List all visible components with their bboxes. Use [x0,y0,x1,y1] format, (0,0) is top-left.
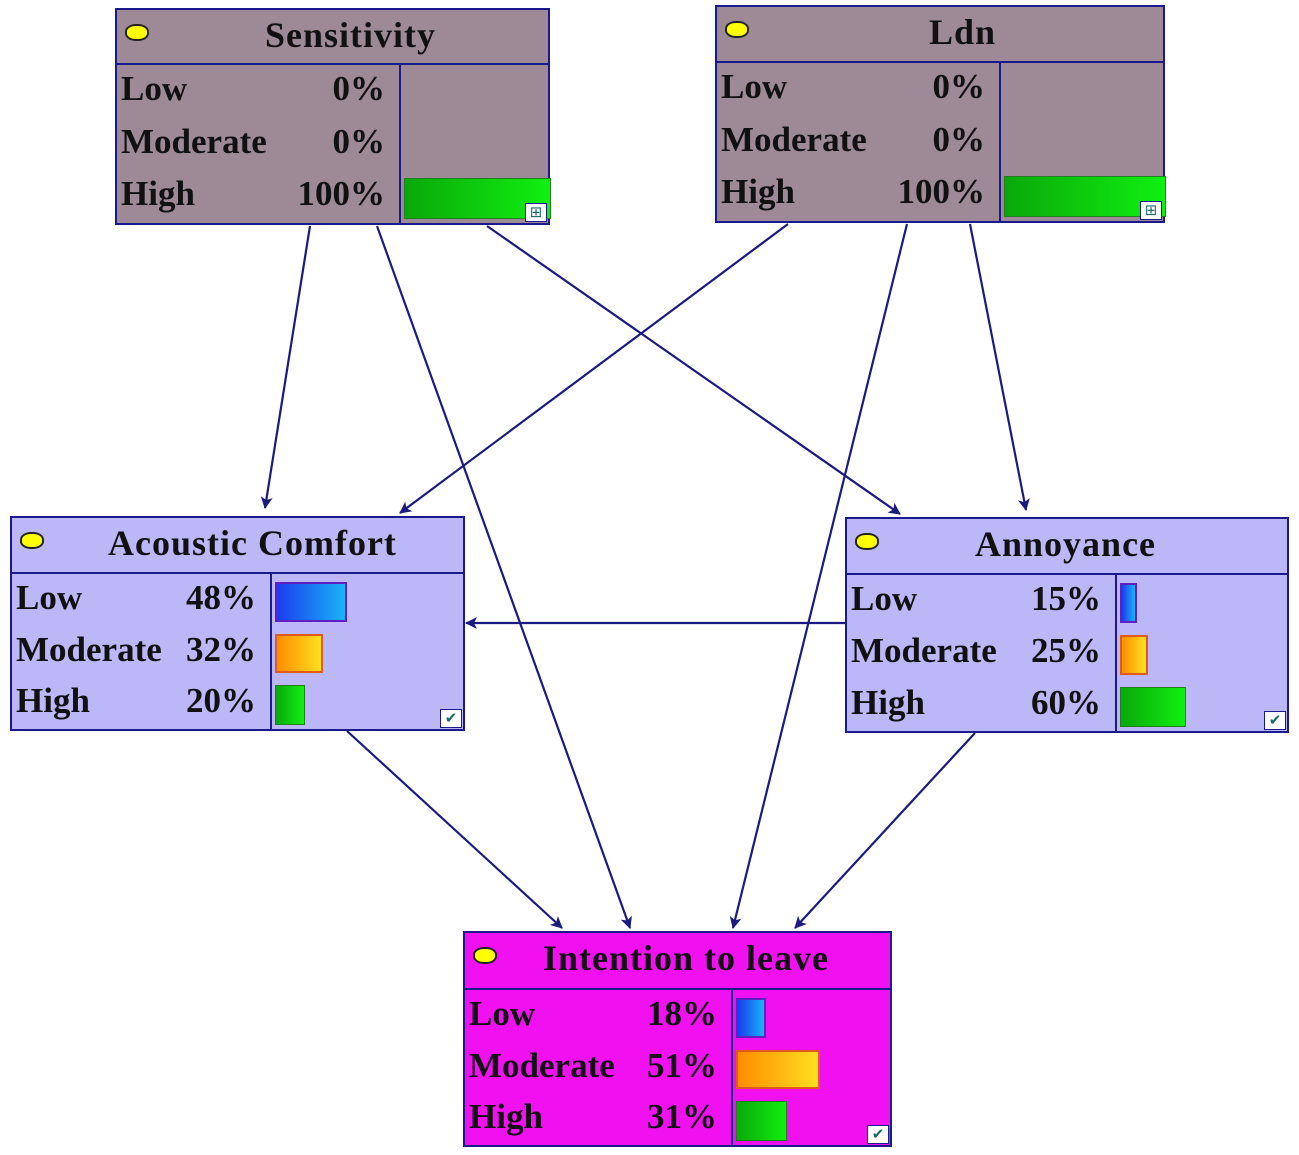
state-label-low: Low [851,579,918,618]
edge-ldn-to-acoustic-comfort [399,223,789,514]
checkmark-icon[interactable]: ✔ [440,709,462,728]
divider [1115,575,1117,731]
state-percent-moderate: 0% [332,121,386,161]
node-title: Sensitivity [265,15,437,55]
checkmark-icon[interactable]: ✔ [1264,711,1286,730]
node-ldn[interactable]: Ldn Low 0% Moderate 0% High 100% ⊞ [715,5,1166,223]
node-intention-to-leave[interactable]: Intention to leave Low 18% Moderate 51% Hi… [463,931,892,1147]
state-percent-moderate: 0% [932,119,986,159]
state-percent-low: 48% [186,578,256,617]
state-label-high: High [469,1097,543,1137]
edge-sensitivity-to-acoustic-comfort [260,225,312,509]
edge-annoyance-to-intention-to-leave [794,732,976,929]
state-percent-moderate: 25% [1031,631,1101,670]
bar-high [1004,176,1166,217]
edge-sensitivity-to-annoyance [486,225,901,515]
node-status-icon [125,24,149,41]
node-header[interactable]: Ldn [717,7,1163,63]
bar-low [275,582,347,622]
state-label-low: Low [121,69,188,108]
divider [399,65,401,223]
bar-low [736,998,766,1038]
state-percent-high: 31% [647,1097,717,1137]
node-status-icon [473,947,497,964]
node-header[interactable]: Acoustic Comfort [12,518,463,574]
divider [999,63,1001,221]
state-percent-moderate: 32% [186,629,256,669]
state-percent-high: 100% [897,172,986,212]
edge-ldn-to-intention-to-leave [729,223,909,929]
state-label-high: High [851,683,925,722]
bar-moderate [275,633,323,674]
state-label-low: Low [16,578,83,617]
divider [731,990,733,1145]
node-title: Intention to leave [543,938,829,978]
state-percent-low: 0% [332,69,386,108]
node-title: Acoustic Comfort [108,523,397,563]
node-status-icon [20,532,44,549]
node-acoustic-comfort[interactable]: Acoustic Comfort Low 48% Moderate 32% High… [10,516,465,731]
state-percent-low: 18% [647,994,717,1033]
node-title: Ldn [929,12,997,52]
state-percent-high: 20% [186,681,256,721]
state-label-high: High [721,172,795,212]
bar-high [1120,687,1186,727]
node-title: Annoyance [975,524,1157,564]
bar-moderate [736,1049,821,1090]
node-sensitivity[interactable]: Sensitivity Low 0% Moderate 0% High 100% ⊞ [115,8,551,225]
node-header[interactable]: Annoyance [847,519,1287,575]
state-percent-high: 60% [1031,683,1101,722]
node-status-icon [725,21,749,38]
node-header[interactable]: Sensitivity [117,10,548,65]
state-label-moderate: Moderate [721,119,867,159]
bar-high [736,1101,788,1141]
edge-acoustic-comfort-to-intention-to-leave [346,730,563,929]
state-label-moderate: Moderate [16,629,162,669]
state-label-high: High [121,174,195,214]
state-label-high: High [16,681,90,721]
state-label-moderate: Moderate [121,121,267,161]
edge-sensitivity-to-intention-to-leave [375,225,632,929]
state-percent-high: 100% [297,174,386,214]
state-label-moderate: Moderate [469,1045,615,1085]
grid-icon[interactable]: ⊞ [1140,201,1162,220]
state-percent-low: 15% [1031,579,1101,618]
node-header[interactable]: Intention to leave [465,933,890,990]
bar-low [1120,583,1137,623]
state-label-moderate: Moderate [851,631,997,670]
checkmark-icon[interactable]: ✔ [867,1125,889,1144]
bar-moderate [1120,635,1148,675]
state-label-low: Low [469,994,536,1033]
state-percent-moderate: 51% [647,1045,717,1085]
node-annoyance[interactable]: Annoyance Low 15% Moderate 25% High 60% ✔ [845,517,1289,733]
divider [270,574,272,729]
grid-icon[interactable]: ⊞ [525,203,547,222]
bar-high [275,685,305,725]
edge-ldn-to-annoyance [968,223,1030,511]
state-label-low: Low [721,67,788,106]
state-percent-low: 0% [932,67,986,106]
node-status-icon [855,533,879,550]
